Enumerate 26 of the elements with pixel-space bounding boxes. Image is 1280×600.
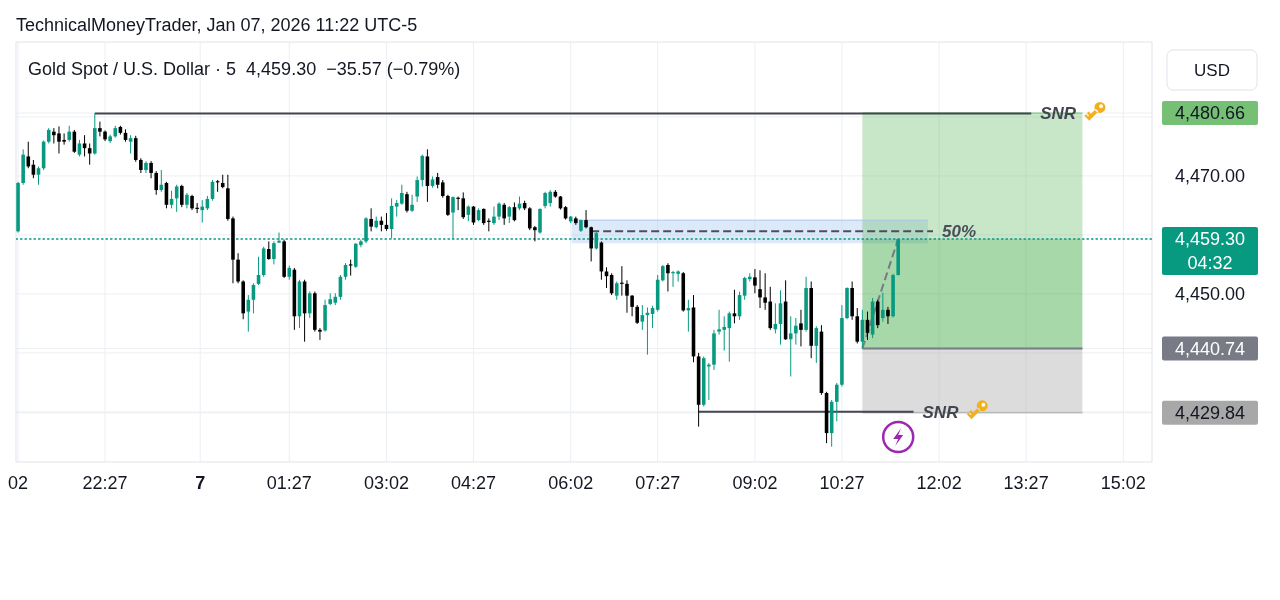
y-tick-label: 4,480.66	[1174, 103, 1246, 124]
x-tick-label: 06:02	[548, 473, 594, 493]
x-tick-label: 02	[8, 473, 29, 493]
series-label: SNR	[1040, 104, 1077, 124]
x-tick-label: 01:27	[266, 473, 312, 493]
y-tick-label: 4,470.00	[1174, 165, 1246, 186]
y-tick-label: 4,429.84	[1174, 402, 1246, 423]
x-tick-label: 7	[195, 473, 206, 493]
ref-line-label: 4,459.30	[1174, 229, 1246, 250]
x-tick-label: 03:02	[363, 473, 409, 493]
y-tick-label: 4,450.00	[1174, 283, 1246, 304]
x-tick-label: 15:02	[1100, 473, 1146, 493]
text: Gold Spot / U.S. Dollar · 5 4,459.30 −35.57 (−0.79%)	[28, 59, 461, 79]
text: 04:32	[1187, 253, 1233, 274]
series-label: 50%	[941, 222, 977, 242]
x-tick-label: 13:27	[1003, 473, 1049, 493]
y-axis-title: USD	[1194, 61, 1230, 80]
x-tick-label: 22:27	[82, 473, 128, 493]
x-tick-label: 10:27	[819, 473, 865, 493]
x-tick-label: 09:02	[732, 473, 778, 493]
x-tick-label: 12:02	[916, 473, 962, 493]
chart-title: TechnicalMoneyTrader, Jan 07, 2026 11:22 UTC-5	[16, 15, 418, 35]
x-tick-label: 07:27	[635, 473, 681, 493]
x-tick-label: 04:27	[450, 473, 496, 493]
series-label: SNR	[922, 402, 960, 422]
y-tick-label: 4,440.74	[1174, 338, 1246, 359]
